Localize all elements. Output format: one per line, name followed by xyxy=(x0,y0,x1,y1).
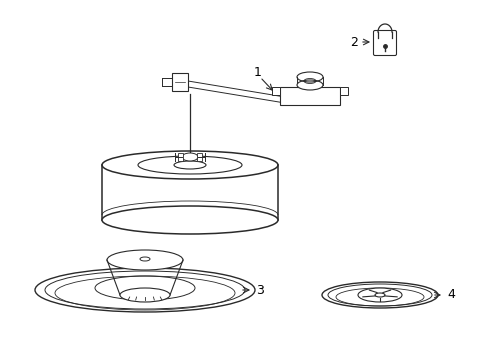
FancyBboxPatch shape xyxy=(271,87,280,95)
Ellipse shape xyxy=(296,80,323,90)
FancyBboxPatch shape xyxy=(280,87,339,105)
Text: 2: 2 xyxy=(349,36,357,49)
FancyBboxPatch shape xyxy=(197,153,202,161)
Ellipse shape xyxy=(107,250,183,270)
Text: 3: 3 xyxy=(256,284,264,297)
FancyBboxPatch shape xyxy=(178,153,183,161)
FancyBboxPatch shape xyxy=(339,87,347,95)
Ellipse shape xyxy=(357,288,401,302)
Text: 4: 4 xyxy=(446,288,454,302)
Ellipse shape xyxy=(102,206,278,234)
Text: 1: 1 xyxy=(254,67,262,80)
FancyBboxPatch shape xyxy=(373,31,396,55)
Ellipse shape xyxy=(120,288,170,302)
Ellipse shape xyxy=(182,153,198,161)
FancyBboxPatch shape xyxy=(172,73,187,91)
